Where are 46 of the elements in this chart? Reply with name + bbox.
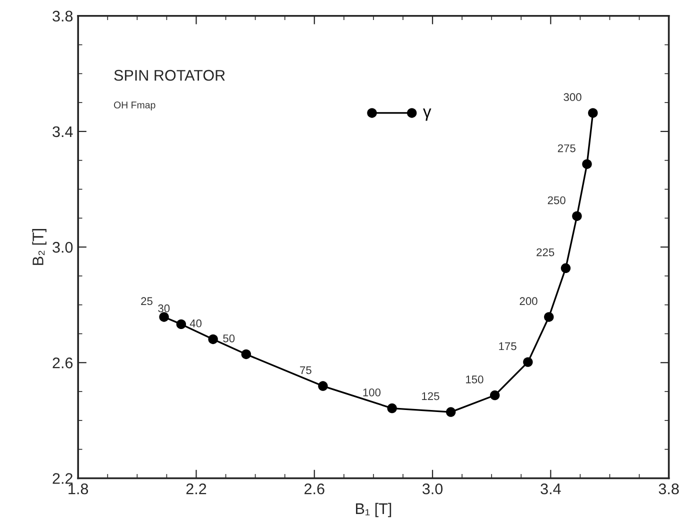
point	[318, 381, 328, 391]
text: 3.0	[422, 483, 443, 494]
point	[572, 211, 582, 221]
text: OH Fmap	[114, 102, 156, 110]
text: SPIN ROTATOR	[114, 70, 225, 81]
point	[208, 334, 218, 344]
x-axis-title: B₁ [T]	[356, 502, 392, 518]
annotation: 275	[558, 144, 576, 152]
point	[582, 159, 592, 169]
annotation: 40	[190, 319, 202, 328]
annotation: 225	[536, 248, 554, 256]
point	[490, 390, 500, 400]
point	[446, 407, 456, 417]
annotation: 50	[223, 334, 235, 342]
y-axis-title: B₂ [T]	[32, 229, 46, 265]
annotation: 75	[300, 366, 312, 374]
point	[241, 349, 252, 360]
annotation: 200	[520, 297, 538, 306]
x-tick-label: 3.8	[658, 483, 679, 494]
x-tick-label: 2.6	[304, 483, 324, 494]
annotation: 300	[564, 93, 582, 102]
y-tick-label: 3.4	[52, 126, 73, 138]
annotation: 150	[466, 375, 484, 384]
y-tick-label: 2.2	[52, 473, 72, 484]
point	[523, 357, 533, 367]
x-tick-label: 2.2	[186, 483, 206, 494]
annotation: 100	[363, 388, 381, 396]
text: 1.8	[68, 483, 88, 494]
annotation: 30	[158, 304, 170, 312]
y-tick-label: 2.6	[52, 357, 73, 368]
annotation: 175	[499, 342, 516, 350]
x-tick-label: 3.4	[540, 483, 561, 494]
text: 3.0	[52, 242, 73, 253]
annotation: 125	[422, 392, 440, 400]
annotation: 25	[141, 297, 152, 306]
point	[588, 108, 598, 118]
point	[544, 312, 554, 322]
point	[176, 319, 186, 330]
point	[406, 108, 417, 118]
y-tick-label: 3.8	[52, 10, 73, 22]
annotation: 250	[548, 196, 566, 204]
point	[560, 263, 571, 273]
series-label: γ	[423, 108, 432, 121]
point	[367, 108, 377, 118]
point	[387, 403, 397, 414]
point	[159, 312, 169, 322]
